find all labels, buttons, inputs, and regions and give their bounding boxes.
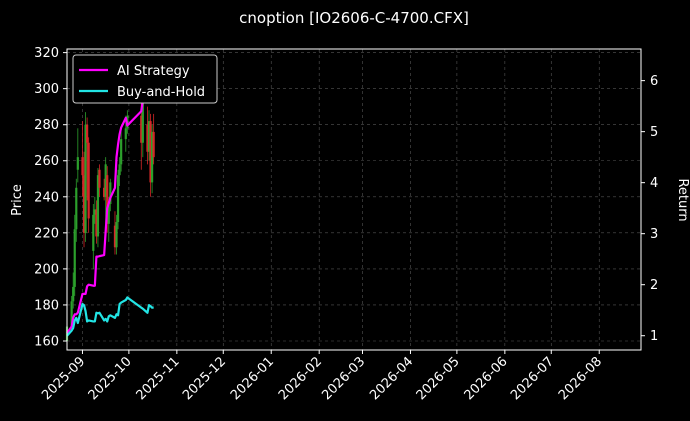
candle (104, 157, 107, 224)
candle (146, 106, 149, 165)
candle-body (95, 209, 98, 237)
y2-axis-title: Return (675, 178, 690, 221)
candle-body (150, 131, 154, 183)
y2-tick-label: 5 (650, 125, 658, 140)
chart-title: cnoption [IO2606-C-4700.CFX] (239, 9, 469, 27)
candle-body (104, 164, 107, 197)
candle-body (152, 131, 155, 158)
candle (103, 178, 106, 201)
candle (95, 200, 98, 244)
candle-body (147, 121, 151, 152)
candle-body (106, 175, 109, 224)
candle-body (116, 175, 120, 223)
candle-body (93, 209, 96, 215)
y-tick-label: 240 (34, 190, 59, 205)
candle-body (72, 286, 75, 302)
candle-body (109, 182, 112, 205)
candle-body (86, 124, 89, 143)
candle-body (84, 124, 87, 233)
candle (150, 124, 154, 194)
candle (113, 211, 117, 255)
y-tick-label: 160 (34, 334, 59, 349)
candle-body (115, 222, 118, 248)
plot-frame (66, 48, 642, 351)
buy-and-hold-line (66, 296, 154, 337)
candle-body (70, 301, 73, 327)
ai-strategy-line (66, 72, 155, 334)
candle-body (141, 95, 144, 143)
candle-body (113, 225, 117, 248)
candle-body (92, 214, 95, 251)
candle-body (87, 142, 90, 219)
candle (149, 113, 152, 197)
y-tick-label: 280 (34, 118, 59, 133)
candle-body (107, 204, 110, 224)
candle-body (81, 157, 84, 176)
y-tick-label: 320 (34, 46, 59, 61)
candle (92, 204, 95, 269)
candle (86, 117, 89, 201)
candle (118, 157, 121, 186)
y-tick-label: 200 (34, 262, 59, 277)
candle (87, 137, 90, 233)
candle-body (149, 121, 152, 183)
candle (147, 110, 151, 161)
left-axis-ticks: 160 180 200 220 240 260 280 300 320 (34, 46, 67, 349)
candle (96, 167, 100, 248)
candle-body (98, 169, 101, 188)
y-tick-label: 300 (34, 82, 59, 97)
y2-tick-label: 6 (650, 74, 658, 89)
candle-body (120, 139, 123, 165)
legend-box (72, 54, 218, 104)
y-axis-title: Price (10, 184, 25, 216)
candle (120, 128, 123, 172)
y2-tick-label: 2 (650, 278, 658, 293)
candle (98, 164, 101, 197)
candle (84, 112, 87, 242)
candle (76, 128, 79, 183)
y-tick-label: 220 (34, 226, 59, 241)
right-axis-ticks: 1 2 3 4 5 6 (641, 74, 658, 344)
candle-body (96, 175, 100, 237)
candle-body (140, 115, 143, 143)
candle (73, 214, 76, 296)
candle (75, 178, 78, 242)
candle-body (118, 164, 121, 176)
candle-body (75, 187, 78, 230)
series-lines (66, 72, 155, 337)
candle-body (124, 128, 127, 140)
candle-body (103, 187, 106, 197)
candle (81, 121, 84, 197)
candle-body (76, 157, 79, 170)
candle (72, 272, 75, 309)
y2-tick-label: 3 (650, 227, 658, 242)
candle-body (146, 124, 149, 152)
legend-label-ai-strategy: AI Strategy (117, 64, 190, 79)
candle (82, 151, 86, 248)
candle (115, 214, 118, 255)
candle-body (82, 175, 86, 233)
candle (93, 196, 96, 224)
candle (109, 178, 112, 212)
legend-label-buy-and-hold: Buy-and-Hold (117, 85, 205, 100)
y2-tick-label: 1 (650, 329, 658, 344)
y-tick-label: 260 (34, 154, 59, 169)
y-tick-label: 180 (34, 298, 59, 313)
candle (152, 113, 155, 165)
y2-tick-label: 4 (650, 176, 658, 191)
candle (116, 169, 120, 230)
legend: AI Strategy Buy-and-Hold (72, 54, 218, 104)
candle-body (73, 229, 76, 287)
